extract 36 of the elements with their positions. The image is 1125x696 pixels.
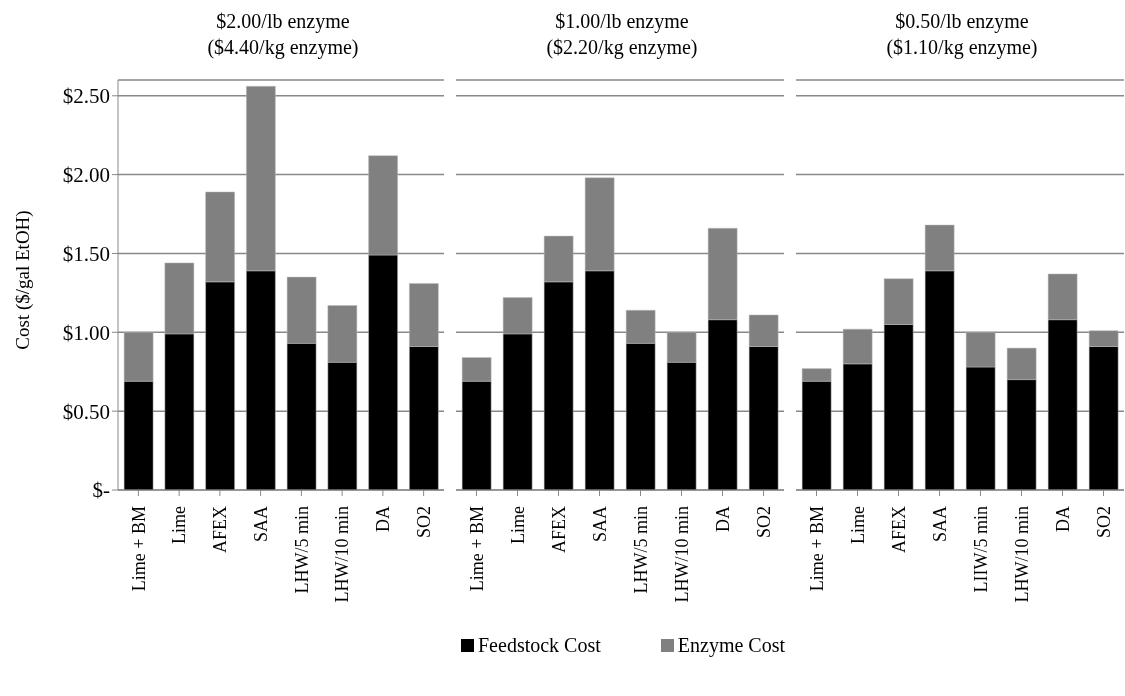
- x-tick-label: Lime + BM: [806, 506, 827, 592]
- x-tick-label: AFEX: [888, 506, 909, 554]
- x-tick-label: AFEX: [548, 506, 569, 554]
- x-tick-label: Lime: [169, 506, 190, 544]
- y-tick-label: $1.50: [62, 241, 110, 266]
- y-tick-label: $2.00: [62, 163, 110, 188]
- x-tick-label: Lime: [847, 506, 868, 544]
- y-axis-title: Cost ($/gal EtOH): [12, 210, 34, 350]
- x-tick-label: AFEX: [210, 506, 231, 554]
- x-tick-label: DA: [1052, 506, 1073, 532]
- y-tick-label: $0.50: [62, 399, 110, 424]
- x-tick-label: LIIW/5 min: [970, 506, 991, 593]
- x-tick-label: SO2: [413, 506, 434, 539]
- x-tick-label: SAA: [929, 506, 950, 543]
- x-tick-label: SAA: [589, 506, 610, 543]
- x-tick-label: SO2: [1093, 506, 1114, 539]
- y-tick-label: $-: [92, 478, 110, 503]
- x-tick-label: LHW/5 min: [291, 506, 312, 594]
- y-tick-label: $2.50: [62, 84, 110, 109]
- x-tick-label: LHW/10 min: [671, 506, 692, 603]
- chart-title: $0.50/lb enzyme ($1.10/kg enzyme): [885, 9, 1039, 60]
- x-tick-label: LHW/10 min: [332, 506, 353, 603]
- x-tick-label: Lime + BM: [128, 506, 149, 592]
- x-tick-label: SAA: [250, 506, 271, 543]
- legend-label: Feedstock Cost: [478, 634, 601, 657]
- x-tick-label: Lime + BM: [466, 506, 487, 592]
- x-tick-label: DA: [373, 506, 394, 532]
- x-tick-label: Lime: [507, 506, 528, 544]
- chart-title: $1.00/lb enzyme ($2.20/kg enzyme): [545, 9, 699, 60]
- x-tick-label: DA: [712, 506, 733, 532]
- legend-label: Enzyme Cost: [677, 634, 785, 657]
- x-tick-label: SO2: [753, 506, 774, 539]
- chart-title: $2.00/lb enzyme ($4.40/kg enzyme): [206, 9, 360, 60]
- x-tick-label: LHW/10 min: [1011, 506, 1032, 603]
- x-tick-label: LHW/5 min: [630, 506, 651, 594]
- y-tick-label: $1.00: [62, 320, 110, 345]
